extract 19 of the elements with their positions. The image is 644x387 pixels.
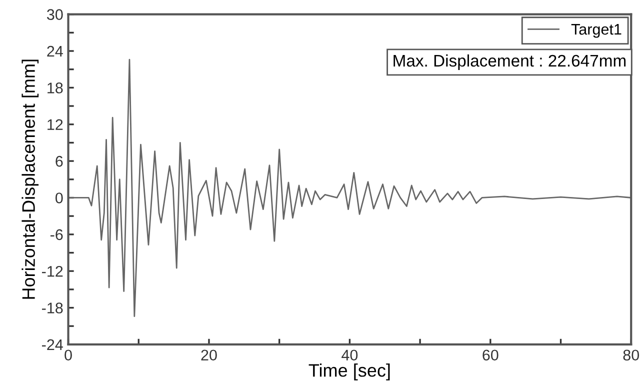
annotation: Max. Displacement : 22.647mm bbox=[394, 54, 626, 70]
y-tick-label: -18 bbox=[42, 302, 63, 314]
y-tick-label: 12 bbox=[48, 119, 63, 130]
y-axis-title: Horizontal-Displacement [mm] bbox=[22, 60, 39, 299]
y-tick-label: -12 bbox=[42, 266, 63, 277]
x-tick-label: 80 bbox=[623, 350, 640, 361]
y-tick-label: -24 bbox=[42, 339, 63, 350]
x-tick-label: 0 bbox=[64, 350, 72, 361]
x-tick-label: 40 bbox=[342, 350, 358, 361]
x-axis-title: Time [sec] bbox=[308, 364, 390, 380]
x-tick-label: 60 bbox=[482, 350, 498, 361]
x-tick-label: 20 bbox=[201, 350, 217, 361]
y-tick-label: 24 bbox=[47, 46, 63, 57]
y-tick-label: 0 bbox=[56, 192, 63, 204]
y-tick-label: 6 bbox=[56, 156, 63, 167]
y-tick-label: 30 bbox=[46, 9, 63, 20]
y-tick-label: 18 bbox=[48, 82, 63, 94]
legend-label: Target1 bbox=[571, 24, 622, 38]
y-tick-label: -6 bbox=[50, 229, 63, 240]
